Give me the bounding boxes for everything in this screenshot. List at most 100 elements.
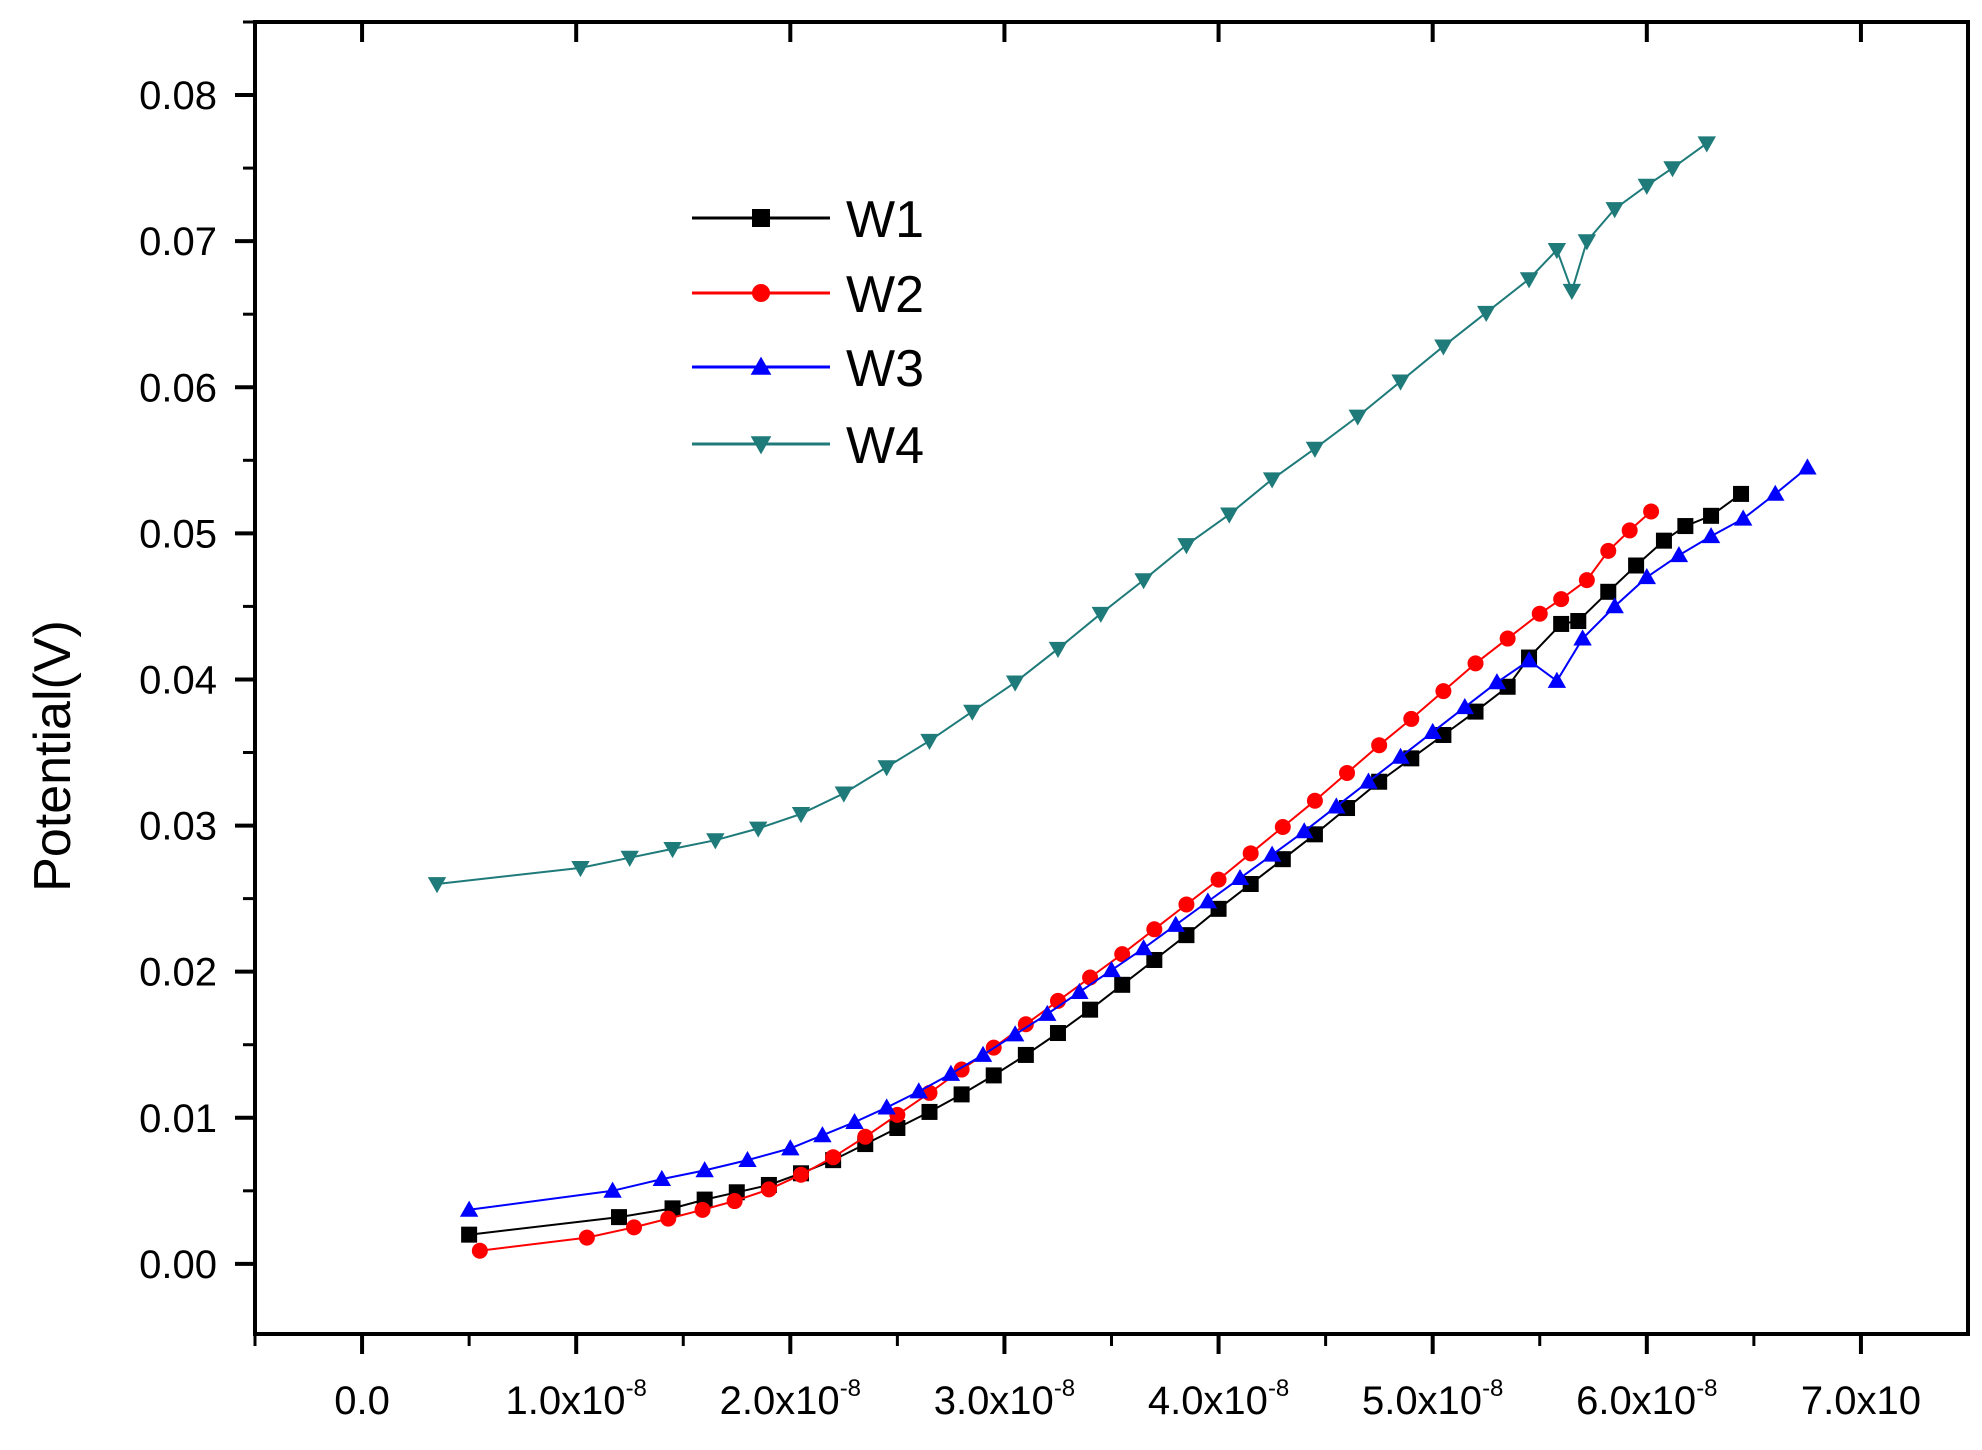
data-point-w4 xyxy=(1177,538,1196,555)
x-tick-label-mantissa: 6.0x10 xyxy=(1576,1379,1696,1423)
legend-item-w3: W3 xyxy=(692,340,924,398)
data-point-w3 xyxy=(1327,797,1346,814)
series-line-w1 xyxy=(468,493,1742,1236)
data-point-w2 xyxy=(1339,764,1356,781)
data-point-w3 xyxy=(738,1150,757,1168)
data-point-w4 xyxy=(1637,178,1657,195)
data-point-w1 xyxy=(1628,557,1645,574)
data-point-w4 xyxy=(1048,641,1068,658)
data-point-w3 xyxy=(1519,651,1539,668)
data-point-w1 xyxy=(1114,976,1131,993)
plot-frame xyxy=(253,20,1970,1336)
x-tick-label: 2.0x10-8 xyxy=(720,1375,861,1423)
data-point-w2 xyxy=(1178,896,1195,913)
data-point-w4 xyxy=(1348,409,1367,426)
data-point-w3 xyxy=(813,1126,832,1143)
data-point-w3 xyxy=(909,1082,928,1099)
data-point-w1 xyxy=(1082,1001,1099,1018)
data-point-w3 xyxy=(1798,458,1817,475)
legend-marker xyxy=(750,436,772,455)
data-point-w2 xyxy=(1403,710,1420,727)
x-tick-label-exponent: -8 xyxy=(1482,1375,1503,1402)
x-tick-label-exponent: -8 xyxy=(1054,1375,1075,1402)
data-point-w3 xyxy=(1605,597,1624,614)
data-point-w3 xyxy=(1455,698,1475,715)
data-point-w2 xyxy=(1114,946,1131,963)
data-point-w4 xyxy=(706,833,725,850)
data-point-w2 xyxy=(471,1242,488,1259)
data-point-w3 xyxy=(1701,527,1721,544)
series-w3 xyxy=(459,458,1817,1217)
data-point-w3 xyxy=(1487,673,1507,690)
x-tick-label: 0.0 xyxy=(334,1379,390,1423)
data-point-w4 xyxy=(1091,606,1110,623)
x-tick-label-mantissa: 2.0x10 xyxy=(720,1379,840,1423)
series-w4 xyxy=(427,136,1716,894)
data-point-w3 xyxy=(973,1045,993,1062)
data-point-w2 xyxy=(1531,605,1548,622)
data-point-w1 xyxy=(611,1209,628,1226)
data-point-w1 xyxy=(1499,678,1516,695)
data-point-w2 xyxy=(760,1181,777,1198)
data-point-w4 xyxy=(427,877,447,894)
data-point-w4 xyxy=(1391,374,1410,391)
x-tick-label: 4.0x10-8 xyxy=(1148,1375,1289,1423)
data-point-w2 xyxy=(1578,572,1595,589)
data-point-w1 xyxy=(461,1226,478,1243)
series-w2 xyxy=(471,503,1660,1259)
y-tick-label: 0.05 xyxy=(139,512,217,556)
legend-label: W3 xyxy=(846,340,924,398)
data-point-w2 xyxy=(1371,737,1388,754)
data-point-w3 xyxy=(1766,484,1785,501)
data-point-w4 xyxy=(1477,305,1496,322)
data-point-w4 xyxy=(571,861,590,878)
data-point-w3 xyxy=(845,1112,864,1130)
data-point-w3 xyxy=(1423,722,1442,739)
data-point-w1 xyxy=(1274,851,1291,868)
data-point-w2 xyxy=(578,1229,595,1246)
legend-marker xyxy=(750,356,772,375)
data-point-w3 xyxy=(1295,822,1314,839)
data-point-w1 xyxy=(1242,876,1259,893)
data-point-w4 xyxy=(620,850,639,867)
data-point-w4 xyxy=(1519,272,1539,289)
x-tick-label: 3.0x10-8 xyxy=(934,1375,1075,1423)
labels-layer: 0.0 1.0x10-8 2.0x10-8 3.0x10-8 4.0x10-8 5.0x1… xyxy=(139,74,1921,1423)
data-point-w3 xyxy=(1166,915,1185,932)
series-line-w4 xyxy=(436,142,1708,885)
y-tick-label: 0.04 xyxy=(139,658,217,702)
x-tick-label: 6.0x10-8 xyxy=(1576,1375,1717,1423)
data-point-w4 xyxy=(1434,339,1453,356)
data-point-w4 xyxy=(963,704,982,721)
legend-item-w2: W2 xyxy=(692,266,924,324)
data-point-w4 xyxy=(1697,136,1716,153)
data-point-w2 xyxy=(1467,655,1484,672)
data-point-w4 xyxy=(1577,234,1597,251)
data-point-w4 xyxy=(663,842,682,859)
data-point-w4 xyxy=(834,786,854,803)
data-point-w1 xyxy=(1655,532,1672,549)
data-point-w4 xyxy=(791,806,811,824)
data-point-w2 xyxy=(1621,522,1638,539)
data-point-w3 xyxy=(1359,772,1378,789)
data-point-w3 xyxy=(652,1169,672,1187)
y-axis-title: Potential(V) xyxy=(24,620,82,892)
data-point-w1 xyxy=(1553,615,1570,632)
data-point-w3 xyxy=(781,1139,800,1156)
data-point-w2 xyxy=(1553,591,1570,608)
data-point-w3 xyxy=(877,1098,896,1115)
data-point-w2 xyxy=(1499,630,1516,647)
data-point-w3 xyxy=(1230,868,1250,886)
data-point-w1 xyxy=(1600,583,1617,600)
x-tick-label-mantissa: 4.0x10 xyxy=(1148,1379,1268,1423)
data-point-w2 xyxy=(1306,792,1323,809)
data-point-w3 xyxy=(1262,845,1282,862)
data-point-w1 xyxy=(1703,507,1720,524)
data-point-w4 xyxy=(877,760,896,777)
data-point-w3 xyxy=(1134,939,1153,956)
data-point-w1 xyxy=(985,1067,1002,1084)
data-point-w3 xyxy=(1573,629,1592,646)
data-point-w2 xyxy=(1017,1016,1034,1033)
data-point-w3 xyxy=(1038,1004,1057,1021)
